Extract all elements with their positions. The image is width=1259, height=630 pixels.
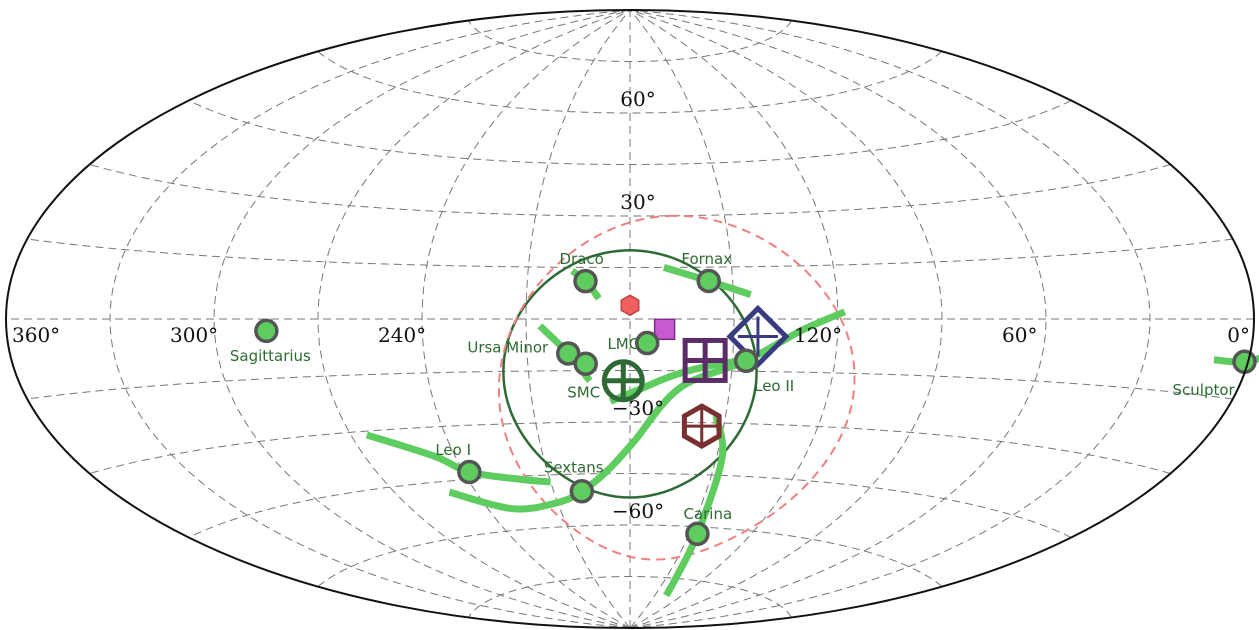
hexagon-marker <box>620 294 640 317</box>
dwarf-label-carina: Carina <box>683 505 732 523</box>
lon-tick-label: 360° <box>12 323 60 347</box>
dwarf-label-leo-i: Leo I <box>435 441 471 459</box>
parallel-line <box>27 238 1233 268</box>
meridian-line <box>629 9 1047 629</box>
dwarf-label-ursa-minor: Ursa Minor <box>467 338 549 356</box>
meridian-line <box>213 9 631 629</box>
dwarf-labels: Sagittarius Draco Fornax LMC Ursa Minor SMC Le… <box>230 250 1236 523</box>
lon-tick-label: 300° <box>170 323 218 347</box>
lat-tick-label: 60° <box>620 87 655 111</box>
dwarf-point-draco <box>573 268 598 294</box>
dwarf-points <box>254 268 1257 547</box>
orbit-tracks <box>365 264 1259 598</box>
dwarf-point-smc <box>573 351 598 376</box>
dwarf-point-sagittarius <box>254 318 279 344</box>
lat-tick-label: −60° <box>612 499 664 523</box>
dwarf-label-sagittarius: Sagittarius <box>230 347 311 365</box>
orbit-track <box>448 436 639 513</box>
diamond-plus-marker <box>726 304 790 369</box>
dashed-region-circle <box>497 214 856 561</box>
special-markers <box>601 294 790 449</box>
diamond-outline <box>726 304 790 369</box>
circle-plus-marker <box>601 359 645 403</box>
dwarf-point-sculptor <box>1232 349 1257 375</box>
parallel-line <box>188 473 1072 538</box>
orbit-track <box>609 357 747 405</box>
lon-tick-label: 240° <box>378 323 426 347</box>
dwarf-point-leo-ii <box>733 348 759 374</box>
dwarf-point-sextans <box>569 479 595 504</box>
dwarf-label-fornax: Fornax <box>681 250 732 268</box>
dwarf-point-ursa-minor <box>555 341 581 366</box>
dwarf-label-lmc: LMC <box>607 335 639 353</box>
lon-tick-label: 120° <box>794 323 842 347</box>
map-frame <box>5 9 1255 629</box>
lat-tick-label: 30° <box>620 190 655 214</box>
square-grid-marker <box>682 337 728 383</box>
dwarf-label-sculptor: Sculptor <box>1173 381 1236 399</box>
parallel-line <box>89 164 1171 217</box>
parallel-line <box>188 100 1072 165</box>
dwarf-label-draco: Draco <box>559 250 603 268</box>
dwarf-point-lmc <box>634 330 660 356</box>
lon-tick-label: 0° <box>1227 323 1250 347</box>
axis-tick-labels: 360° 300° 240° 120° 60° 0° 60° 30° −30° −60° <box>12 87 1250 523</box>
dwarf-label-smc: SMC <box>567 384 600 402</box>
dwarf-label-leo-ii: Leo II <box>754 377 794 395</box>
parallel-line <box>468 576 792 618</box>
hexagon-filled <box>620 294 640 317</box>
hexagon-plus-marker <box>681 403 722 449</box>
parallel-line <box>468 20 792 62</box>
graticule-grid <box>6 9 1254 629</box>
overlay-circles <box>497 214 856 561</box>
lon-tick-label: 60° <box>1002 323 1037 347</box>
square-marker <box>653 318 676 341</box>
square-filled <box>653 318 676 341</box>
hexagon-plus-outline <box>681 403 722 449</box>
dwarf-point-leo-i <box>457 459 482 485</box>
parallel-line <box>27 370 1233 400</box>
dwarf-point-fornax <box>696 268 721 294</box>
dwarf-point-carina <box>685 521 710 547</box>
parallel-line <box>89 421 1171 474</box>
lat-tick-label: −30° <box>612 396 664 420</box>
dwarf-label-sextans: Sextans <box>544 458 604 476</box>
